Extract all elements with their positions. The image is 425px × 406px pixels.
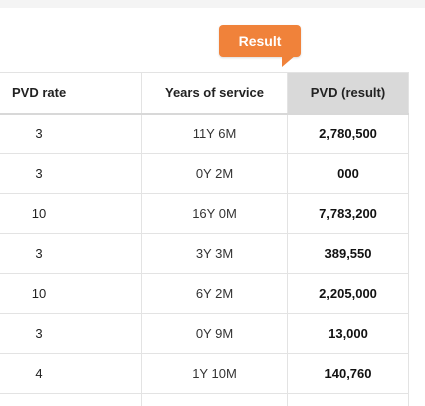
- table-row: 3 3Y 3M 389,550: [0, 233, 409, 274]
- top-band: [0, 0, 425, 8]
- cell-empty: [287, 393, 409, 406]
- cell-pvd-rate: 3: [0, 113, 142, 154]
- cell-pvd-result: 13,000: [287, 313, 409, 354]
- table-row: 3 0Y 9M 13,000: [0, 313, 409, 354]
- cell-years-of-service: 0Y 9M: [141, 313, 288, 354]
- table-row: 10 6Y 2M 2,205,000: [0, 273, 409, 314]
- header-pvd-result: PVD (result): [287, 72, 409, 115]
- cell-pvd-rate: 3: [0, 153, 142, 194]
- table-row: 4 1Y 10M 140,760: [0, 353, 409, 394]
- cell-pvd-result: 7,783,200: [287, 193, 409, 234]
- header-pvd-rate: PVD rate: [0, 72, 142, 115]
- table-row: 3 0Y 2M 000: [0, 153, 409, 194]
- table-row-partial: [0, 393, 409, 406]
- result-callout-label: Result: [238, 33, 282, 49]
- cell-years-of-service: 16Y 0M: [141, 193, 288, 234]
- cell-years-of-service: 0Y 2M: [141, 153, 288, 194]
- cell-pvd-rate: 10: [0, 273, 142, 314]
- result-callout: Result: [219, 25, 301, 57]
- cell-empty: [141, 393, 288, 406]
- cell-pvd-result: 389,550: [287, 233, 409, 274]
- cell-pvd-rate: 3: [0, 313, 142, 354]
- cell-years-of-service: 1Y 10M: [141, 353, 288, 394]
- cell-years-of-service: 11Y 6M: [141, 113, 288, 154]
- result-callout-pointer: [282, 55, 296, 67]
- table-header-row: PVD rate Years of service PVD (result): [0, 72, 409, 115]
- cell-years-of-service: 3Y 3M: [141, 233, 288, 274]
- cell-empty: [0, 393, 142, 406]
- table-row: 10 16Y 0M 7,783,200: [0, 193, 409, 234]
- cell-pvd-result: 2,780,500: [287, 113, 409, 154]
- cell-pvd-result: 2,205,000: [287, 273, 409, 314]
- cell-pvd-rate: 3: [0, 233, 142, 274]
- cell-years-of-service: 6Y 2M: [141, 273, 288, 314]
- table-row: 3 11Y 6M 2,780,500: [0, 113, 409, 154]
- cell-pvd-rate: 10: [0, 193, 142, 234]
- cell-pvd-result: 140,760: [287, 353, 409, 394]
- header-years-of-service: Years of service: [141, 72, 288, 115]
- pvd-table: PVD rate Years of service PVD (result) 3…: [0, 72, 409, 406]
- cell-pvd-rate: 4: [0, 353, 142, 394]
- cell-pvd-result: 000: [287, 153, 409, 194]
